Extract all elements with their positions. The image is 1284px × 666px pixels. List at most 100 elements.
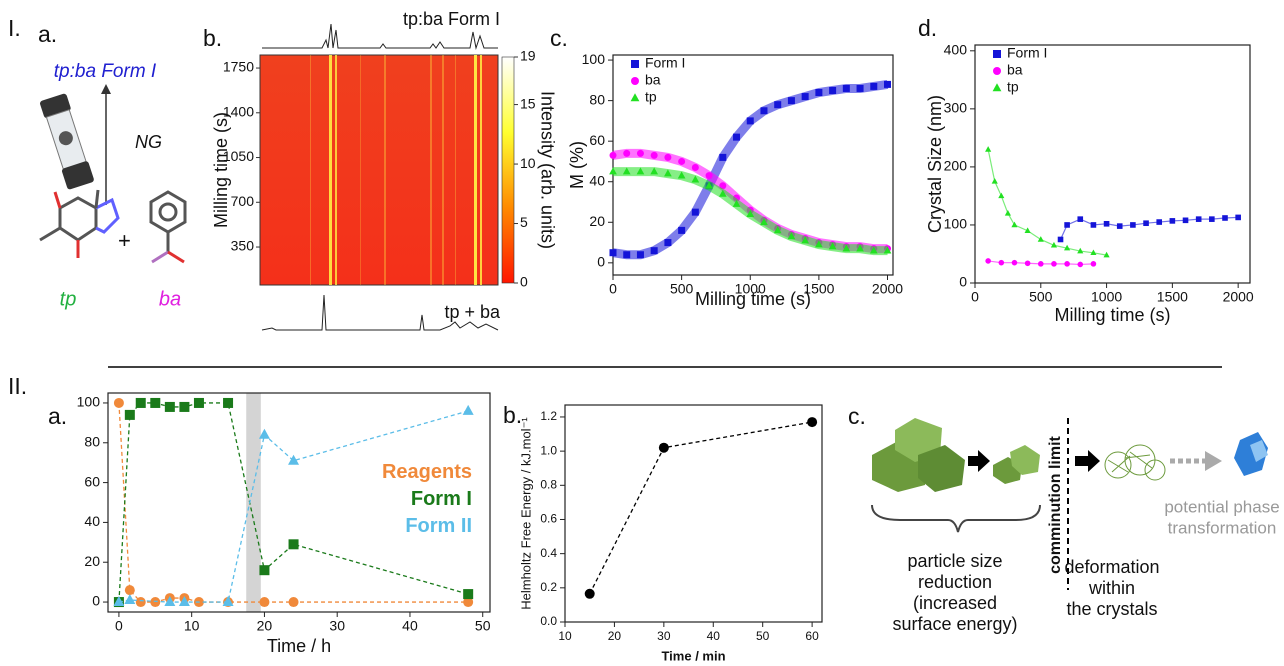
data-point xyxy=(677,171,686,179)
y-tick-label: 20 xyxy=(84,553,100,569)
process-label: NG xyxy=(135,132,162,152)
x-tick-label: 60 xyxy=(805,629,819,643)
x-tick-label: 10 xyxy=(184,618,200,634)
data-point xyxy=(719,182,727,190)
y-tick-label: 1.2 xyxy=(540,409,557,423)
data-point xyxy=(829,86,837,94)
y-tick-label: 400 xyxy=(944,42,968,58)
data-point xyxy=(678,157,686,165)
series-line xyxy=(987,149,1107,256)
data-point xyxy=(193,397,204,408)
heatmap-stripe xyxy=(474,55,477,285)
data-point xyxy=(1209,216,1215,222)
data-point xyxy=(842,84,850,92)
data-point xyxy=(1004,209,1011,216)
data-point xyxy=(584,588,595,599)
pattern-bottom xyxy=(261,294,499,331)
y-tick-label: 80 xyxy=(84,433,100,449)
plus: + xyxy=(118,228,131,253)
x-axis-title: Time / h xyxy=(267,636,331,656)
data-point xyxy=(773,226,782,234)
y-tick-label: 60 xyxy=(84,473,100,489)
data-point xyxy=(1077,216,1084,222)
arrow-head xyxy=(1205,451,1222,471)
data-point xyxy=(746,209,755,217)
arrow xyxy=(968,450,990,472)
data-point xyxy=(1169,218,1176,224)
y-axis-title: M (%) xyxy=(567,141,587,189)
data-point xyxy=(718,189,727,197)
panel-label: b. xyxy=(503,402,522,428)
data-point xyxy=(691,175,700,183)
y-tick-label: 700 xyxy=(231,193,255,209)
data-point xyxy=(801,236,810,244)
data-point xyxy=(985,258,991,264)
product-label: tp:ba Form I xyxy=(54,61,157,82)
brace xyxy=(871,504,1041,533)
heatmap-stripe xyxy=(335,55,337,285)
diagram-text: within xyxy=(1088,578,1135,598)
colorbar-tick-label: 10 xyxy=(520,155,536,171)
x-tick-label: 10 xyxy=(558,629,572,643)
y-axis-title: Helmholtz Free Energy / kJ.mol⁻¹ xyxy=(518,417,533,610)
x-tick-label: 2000 xyxy=(1223,289,1254,305)
arrow-head xyxy=(101,84,111,94)
heatmap-stripe xyxy=(329,55,332,285)
plot-frame xyxy=(107,392,491,613)
data-point xyxy=(1057,236,1064,243)
diagram-text: deformation xyxy=(1064,557,1159,577)
data-point xyxy=(985,146,992,152)
reactant-label: ba xyxy=(159,288,181,310)
data-point xyxy=(113,596,125,607)
y-tick-label: 0.0 xyxy=(540,614,557,628)
data-point xyxy=(870,82,878,90)
data-point xyxy=(1064,261,1070,267)
legend-marker xyxy=(631,77,639,85)
data-point xyxy=(164,596,176,607)
data-point xyxy=(135,597,146,608)
y-tick-label: 200 xyxy=(944,158,968,174)
data-point xyxy=(124,594,136,605)
data-point xyxy=(650,167,659,175)
panel-label: d. xyxy=(918,15,937,41)
y-tick-label: 0 xyxy=(959,274,967,290)
arrow xyxy=(1075,450,1100,472)
data-point xyxy=(1143,220,1149,227)
part-label: II. xyxy=(8,373,27,399)
data-point xyxy=(815,240,823,248)
colorbar-tick-label: 0 xyxy=(520,274,528,290)
plot-frame xyxy=(612,54,894,276)
data-point xyxy=(1077,261,1084,268)
shaded-band xyxy=(246,393,261,612)
crystals-deformed xyxy=(1104,444,1166,481)
y-axis-title: Crystal Size (nm) xyxy=(925,95,945,233)
colorbar-tick-label: 15 xyxy=(520,95,536,111)
data-point xyxy=(623,251,631,259)
y-tick-label: 100 xyxy=(77,394,101,410)
x-tick-label: 1000 xyxy=(735,281,766,297)
part-label: I. xyxy=(8,15,21,41)
data-point xyxy=(636,149,644,157)
data-point xyxy=(1195,216,1202,222)
legend-label: ba xyxy=(645,72,661,88)
heatmap-stripe xyxy=(384,55,386,285)
legend-marker xyxy=(992,83,1002,92)
data-point xyxy=(746,117,754,125)
plot-frame xyxy=(974,44,1251,284)
pattern-label: tp:ba Form I xyxy=(403,9,500,29)
colorbar-tick-label: 5 xyxy=(520,214,528,230)
data-point xyxy=(1103,220,1110,227)
jar-icon xyxy=(40,93,94,190)
data-point xyxy=(1077,247,1084,254)
y-tick-label: 1750 xyxy=(223,59,254,75)
diagram: c. comminution limit xyxy=(848,403,1268,590)
data-point xyxy=(113,397,124,408)
data-point xyxy=(815,89,823,97)
data-point xyxy=(732,199,741,207)
data-point xyxy=(1090,249,1097,256)
y-tick-label: 100 xyxy=(944,216,968,232)
data-point xyxy=(760,218,768,226)
y-tick-label: 60 xyxy=(589,132,605,148)
